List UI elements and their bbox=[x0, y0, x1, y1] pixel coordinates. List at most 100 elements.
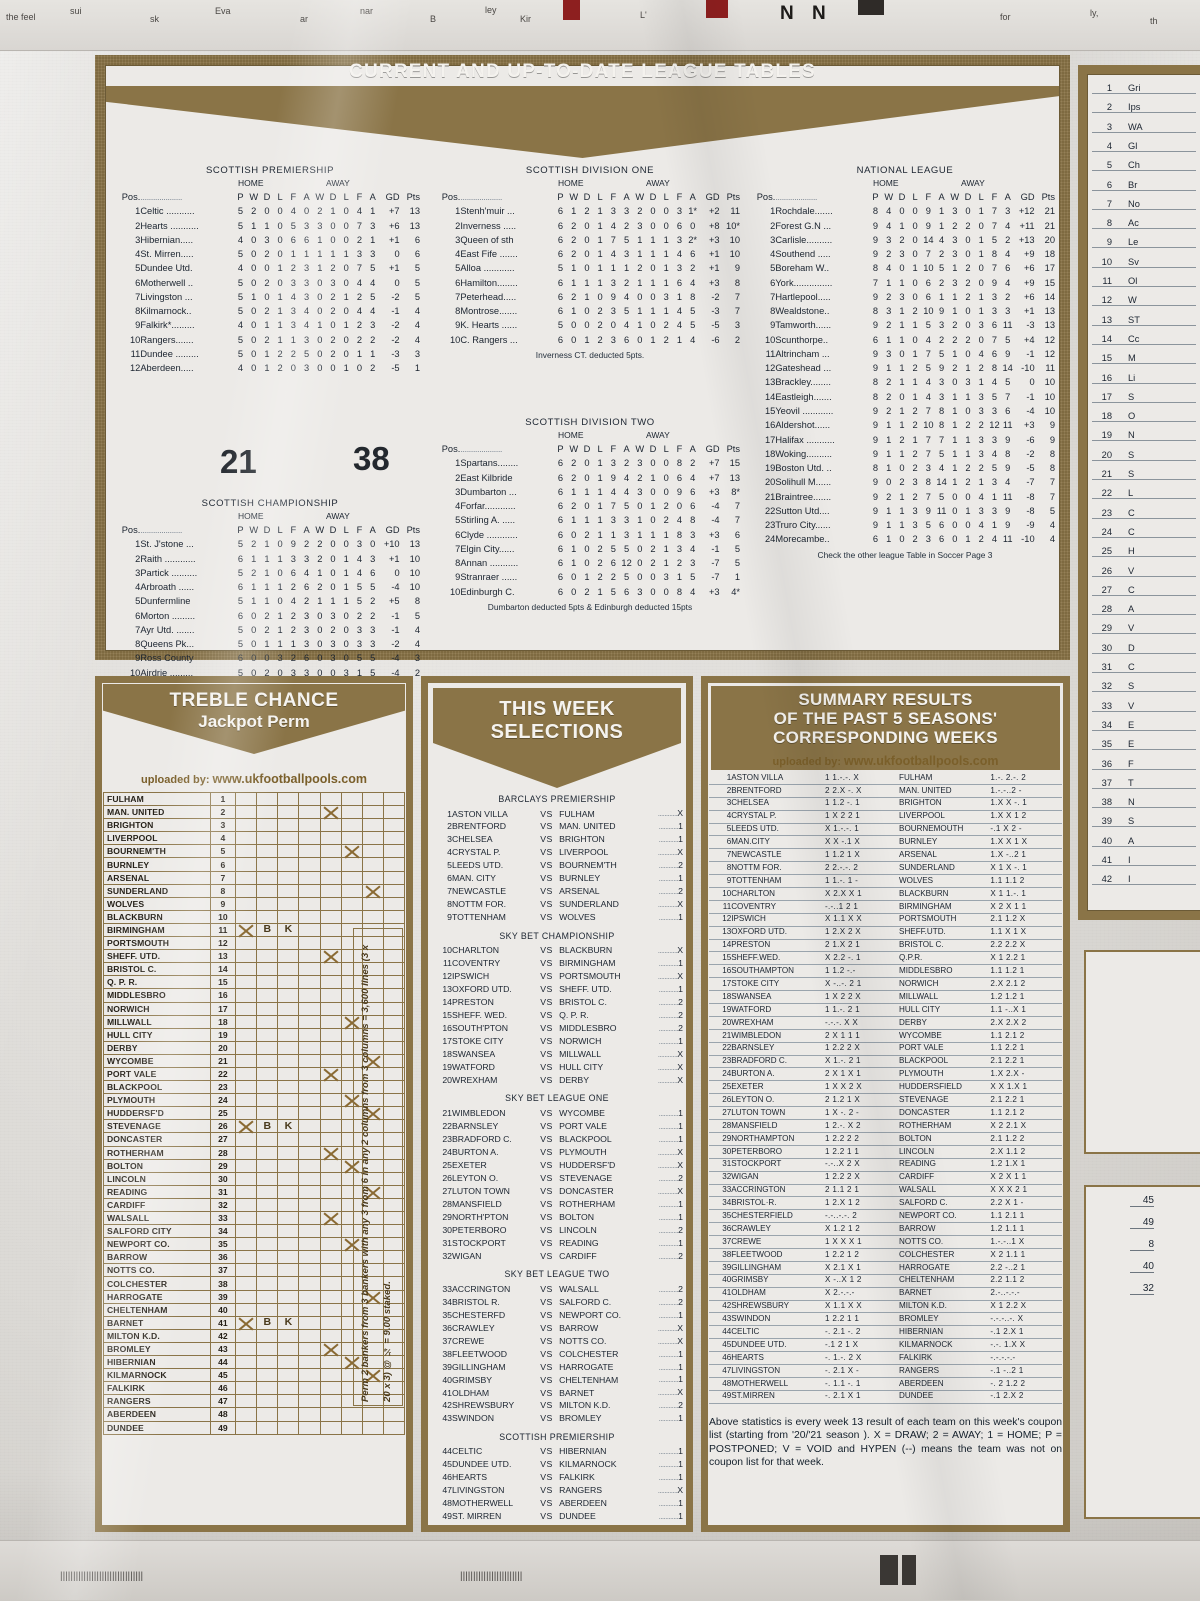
tc-grid-cell[interactable] bbox=[298, 1093, 321, 1108]
tc-grid-cell[interactable] bbox=[277, 975, 300, 990]
tc-grid-cell[interactable] bbox=[256, 1407, 279, 1422]
table-row[interactable]: DUNDEE 49 bbox=[103, 1420, 406, 1435]
tc-grid-cell[interactable] bbox=[235, 844, 258, 859]
tc-grid-cell[interactable] bbox=[235, 1040, 258, 1055]
tc-grid-cell[interactable] bbox=[277, 1289, 300, 1304]
tc-grid-cell[interactable] bbox=[256, 1014, 279, 1029]
tc-grid-cell[interactable] bbox=[298, 975, 321, 990]
tc-grid-cell[interactable] bbox=[256, 1053, 279, 1068]
tc-grid-cell[interactable] bbox=[319, 1250, 342, 1265]
tc-grid-cell[interactable] bbox=[298, 1407, 321, 1422]
tc-grid-cell[interactable] bbox=[319, 1263, 342, 1278]
tc-grid-cell[interactable] bbox=[298, 1250, 321, 1265]
tc-grid-cell[interactable] bbox=[298, 1394, 321, 1409]
tc-grid-cell[interactable] bbox=[319, 1276, 342, 1291]
tc-grid-cell[interactable] bbox=[361, 883, 384, 898]
table-row[interactable]: DONCASTER 27 bbox=[103, 1132, 406, 1147]
table-row[interactable]: ABERDEEN 48 bbox=[103, 1407, 406, 1422]
tc-grid-cell[interactable] bbox=[277, 1053, 300, 1068]
tc-grid-cell[interactable] bbox=[298, 896, 321, 911]
table-row[interactable]: MILLWALL 18 bbox=[103, 1014, 406, 1029]
table-row[interactable]: FULHAM 1 bbox=[103, 791, 406, 807]
tc-grid-cell[interactable] bbox=[298, 1315, 321, 1330]
tc-grid-cell[interactable] bbox=[256, 1355, 279, 1370]
tc-grid-cell[interactable] bbox=[319, 1027, 342, 1042]
tc-grid-cell[interactable] bbox=[256, 805, 279, 820]
tc-grid-cell[interactable] bbox=[235, 1197, 258, 1213]
tc-grid-cell[interactable] bbox=[298, 962, 321, 977]
table-row[interactable]: ARSENAL 7 bbox=[103, 870, 406, 885]
tc-grid-cell[interactable] bbox=[319, 1197, 342, 1213]
tc-grid-cell[interactable] bbox=[298, 791, 321, 807]
tc-grid-cell[interactable] bbox=[235, 1014, 258, 1029]
tc-grid-cell[interactable] bbox=[382, 805, 406, 820]
tc-grid-cell[interactable] bbox=[340, 805, 363, 820]
tc-grid-cell[interactable] bbox=[361, 909, 384, 924]
tc-grid-cell[interactable] bbox=[319, 1315, 342, 1330]
tc-grid-cell[interactable] bbox=[256, 857, 279, 872]
tc-grid-cell[interactable] bbox=[256, 1171, 279, 1186]
tc-grid-cell[interactable] bbox=[319, 1145, 342, 1160]
tc-grid-cell[interactable] bbox=[340, 909, 363, 924]
tc-grid-cell[interactable] bbox=[340, 831, 363, 846]
tc-grid-cell[interactable] bbox=[235, 791, 258, 807]
tc-grid-cell[interactable] bbox=[277, 1197, 300, 1213]
tc-grid-cell[interactable] bbox=[277, 1355, 300, 1370]
tc-grid-cell[interactable] bbox=[235, 1315, 258, 1330]
tc-grid-cell[interactable] bbox=[298, 818, 321, 833]
tc-grid-cell[interactable] bbox=[235, 1210, 258, 1226]
table-row[interactable]: BLACKPOOL 23 bbox=[103, 1080, 406, 1095]
tc-grid-cell[interactable] bbox=[298, 1197, 321, 1213]
table-row[interactable]: BLACKBURN 10 bbox=[103, 909, 406, 924]
tc-grid-cell[interactable] bbox=[319, 831, 342, 846]
tc-grid-cell[interactable] bbox=[319, 1368, 342, 1383]
tc-grid-cell[interactable] bbox=[256, 1302, 279, 1317]
tc-grid-cell[interactable] bbox=[277, 831, 300, 846]
tc-grid-cell[interactable] bbox=[256, 1250, 279, 1265]
tc-grid-cell[interactable] bbox=[256, 1001, 279, 1016]
tc-grid-cell[interactable] bbox=[256, 1066, 279, 1082]
tc-grid-cell[interactable] bbox=[235, 818, 258, 833]
tc-grid-cell[interactable] bbox=[298, 1420, 321, 1435]
tc-grid-cell[interactable] bbox=[235, 1250, 258, 1265]
table-row[interactable]: READING 31 bbox=[103, 1184, 406, 1199]
tc-grid-cell[interactable] bbox=[361, 896, 384, 911]
tc-grid-cell[interactable] bbox=[382, 870, 406, 885]
tc-grid-cell[interactable] bbox=[235, 1381, 258, 1396]
tc-grid-cell[interactable] bbox=[277, 1145, 300, 1160]
tc-grid-cell[interactable] bbox=[319, 1080, 342, 1095]
tc-grid-cell[interactable] bbox=[256, 870, 279, 885]
tc-grid-cell[interactable] bbox=[235, 805, 258, 820]
tc-grid-cell[interactable] bbox=[319, 975, 342, 990]
tc-grid-cell[interactable] bbox=[340, 1420, 363, 1435]
table-row[interactable]: LIVERPOOL 4 bbox=[103, 831, 406, 846]
tc-grid-cell[interactable] bbox=[319, 988, 342, 1003]
tc-grid-cell[interactable] bbox=[382, 831, 406, 846]
tc-grid-cell[interactable] bbox=[277, 818, 300, 833]
table-row[interactable]: CHELTENHAM 40 bbox=[103, 1302, 406, 1317]
tc-grid-cell[interactable] bbox=[382, 1420, 406, 1435]
tc-grid-cell[interactable] bbox=[235, 1368, 258, 1383]
tc-grid-cell[interactable] bbox=[235, 1224, 258, 1239]
tc-grid-cell[interactable] bbox=[235, 1093, 258, 1108]
tc-grid-cell[interactable] bbox=[319, 1381, 342, 1396]
tc-grid-cell[interactable] bbox=[298, 844, 321, 859]
tc-grid-cell[interactable] bbox=[277, 1093, 300, 1108]
tc-grid-cell[interactable] bbox=[256, 1106, 279, 1121]
tc-grid-cell[interactable] bbox=[277, 1210, 300, 1226]
tc-grid-cell[interactable] bbox=[361, 791, 384, 807]
tc-grid-cell[interactable] bbox=[361, 1420, 384, 1435]
tc-grid-cell[interactable] bbox=[298, 1355, 321, 1370]
tc-grid-cell[interactable] bbox=[298, 831, 321, 846]
tc-grid-cell[interactable] bbox=[319, 883, 342, 898]
tc-grid-cell[interactable] bbox=[256, 1184, 279, 1199]
tc-grid-cell[interactable] bbox=[340, 883, 363, 898]
tc-grid-cell[interactable] bbox=[235, 831, 258, 846]
tc-grid-cell[interactable] bbox=[235, 1119, 258, 1134]
tc-grid-cell[interactable] bbox=[319, 1420, 342, 1435]
tc-grid-cell[interactable] bbox=[361, 818, 384, 833]
tc-grid-cell[interactable] bbox=[319, 909, 342, 924]
tc-grid-cell[interactable] bbox=[319, 818, 342, 833]
tc-grid-cell[interactable] bbox=[256, 936, 279, 951]
tc-grid-cell[interactable] bbox=[235, 1276, 258, 1291]
